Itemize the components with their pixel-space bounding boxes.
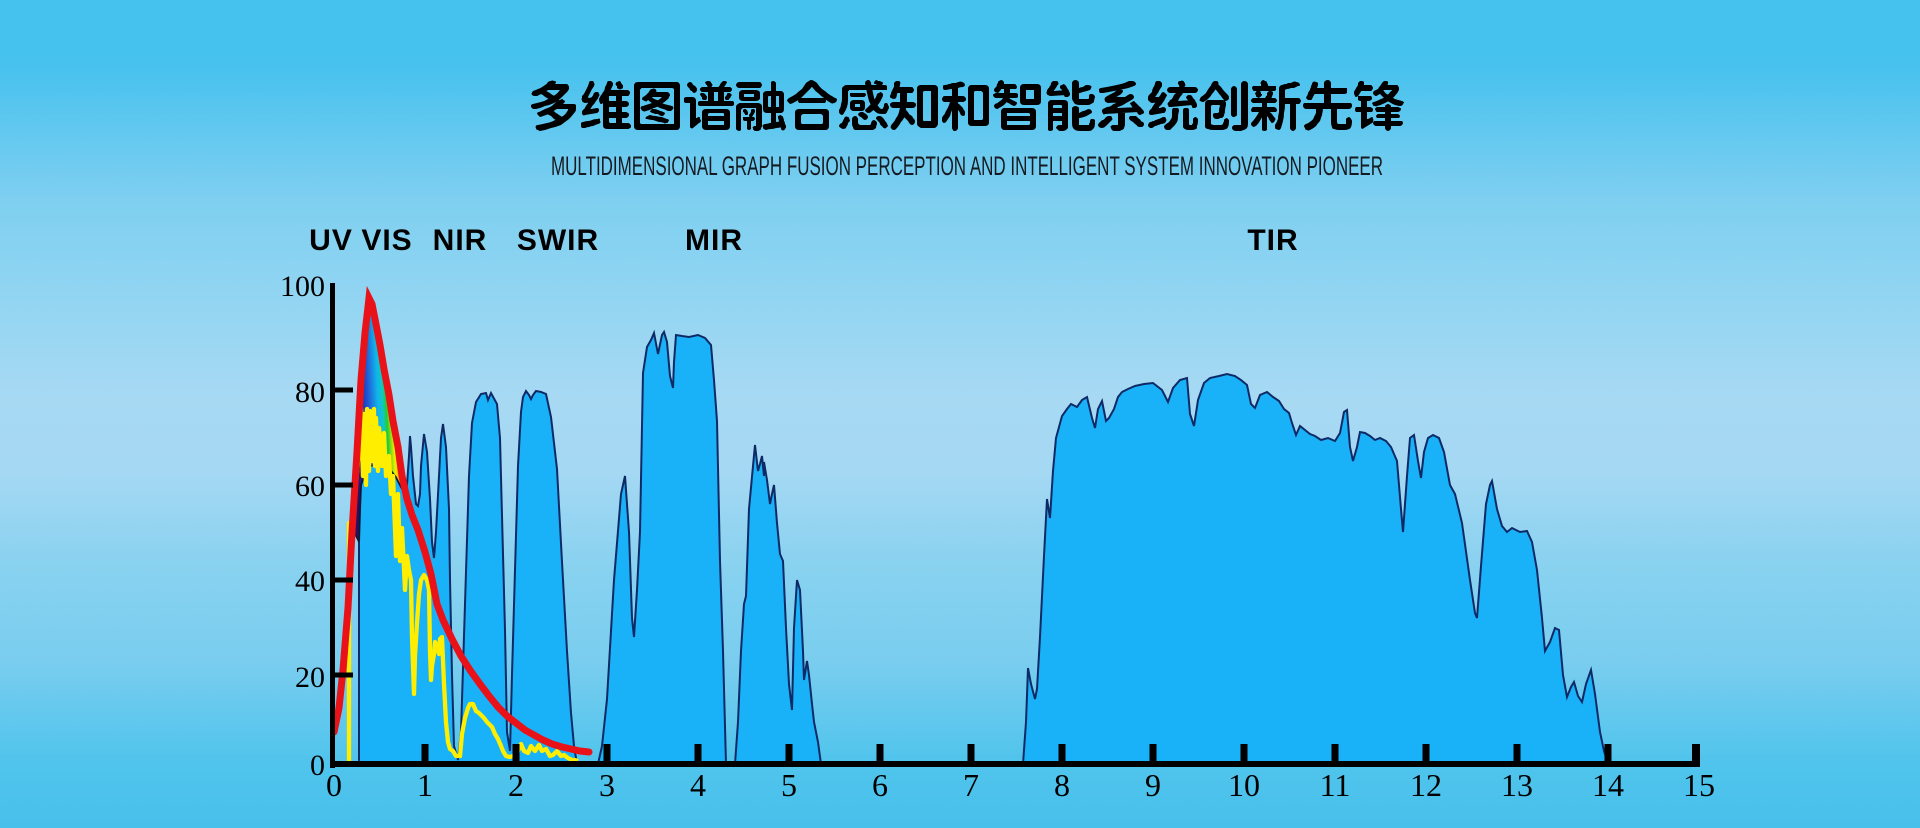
svg-text:10: 10: [1228, 767, 1260, 803]
svg-text:100: 100: [280, 270, 325, 303]
svg-text:14: 14: [1592, 767, 1624, 803]
svg-text:5: 5: [781, 767, 797, 803]
svg-text:0: 0: [310, 749, 325, 782]
svg-text:20: 20: [295, 661, 325, 694]
svg-text:MIR: MIR: [685, 224, 743, 257]
svg-text:1: 1: [417, 767, 433, 803]
svg-text:6: 6: [872, 767, 888, 803]
svg-text:NIR: NIR: [433, 224, 488, 257]
svg-text:7: 7: [963, 767, 979, 803]
svg-text:11: 11: [1320, 767, 1351, 803]
svg-text:80: 80: [295, 376, 325, 409]
svg-text:15: 15: [1683, 767, 1715, 803]
svg-text:UV: UV: [309, 224, 353, 257]
svg-text:4: 4: [690, 767, 706, 803]
svg-text:60: 60: [295, 470, 325, 503]
svg-text:9: 9: [1145, 767, 1161, 803]
svg-text:40: 40: [295, 565, 325, 598]
svg-text:3: 3: [599, 767, 615, 803]
svg-text:13: 13: [1501, 767, 1533, 803]
svg-text:TIR: TIR: [1247, 224, 1298, 257]
svg-text:0: 0: [326, 767, 342, 803]
svg-text:VIS: VIS: [361, 224, 412, 257]
svg-text:SWIR: SWIR: [517, 224, 599, 257]
svg-text:2: 2: [508, 767, 524, 803]
svg-text:8: 8: [1054, 767, 1070, 803]
svg-text:MULTIDIMENSIONAL GRAPH FUSION: MULTIDIMENSIONAL GRAPH FUSION PERCEPTION…: [551, 151, 1383, 181]
svg-text:12: 12: [1410, 767, 1442, 803]
